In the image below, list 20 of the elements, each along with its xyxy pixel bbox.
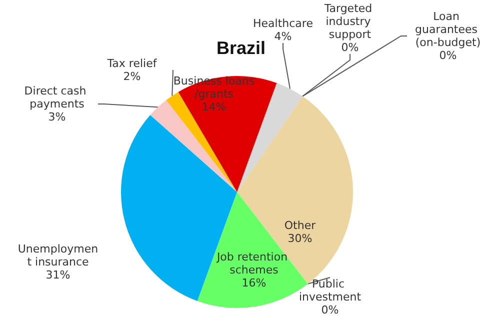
slice-label: Job retention schemes (216, 250, 292, 276)
data-label: 30% (288, 232, 312, 245)
text: 0% (341, 41, 359, 54)
slice-label: Healthcare (253, 17, 314, 30)
slice-label: Unemployment insurance (18, 242, 98, 268)
category-label: Public investment (298, 278, 362, 304)
text: 0% (439, 49, 457, 62)
slice-label: Direct cash payments (24, 84, 90, 110)
data-label: 31% (46, 268, 70, 282)
data-label: 4% (274, 30, 292, 43)
data-label: 2% (123, 70, 141, 83)
text: Brazil (216, 38, 266, 58)
text: 0% (321, 304, 339, 316)
category-label: Targeted industry support (324, 2, 372, 41)
data-label: 3% (48, 110, 66, 124)
data-label: 16% (242, 276, 266, 290)
slice-label: Other (284, 219, 316, 232)
slice-label: Tax relief (106, 57, 158, 70)
data-label: 14% (202, 100, 226, 114)
category-label: Loan guarantees (on-budget) (414, 10, 481, 49)
